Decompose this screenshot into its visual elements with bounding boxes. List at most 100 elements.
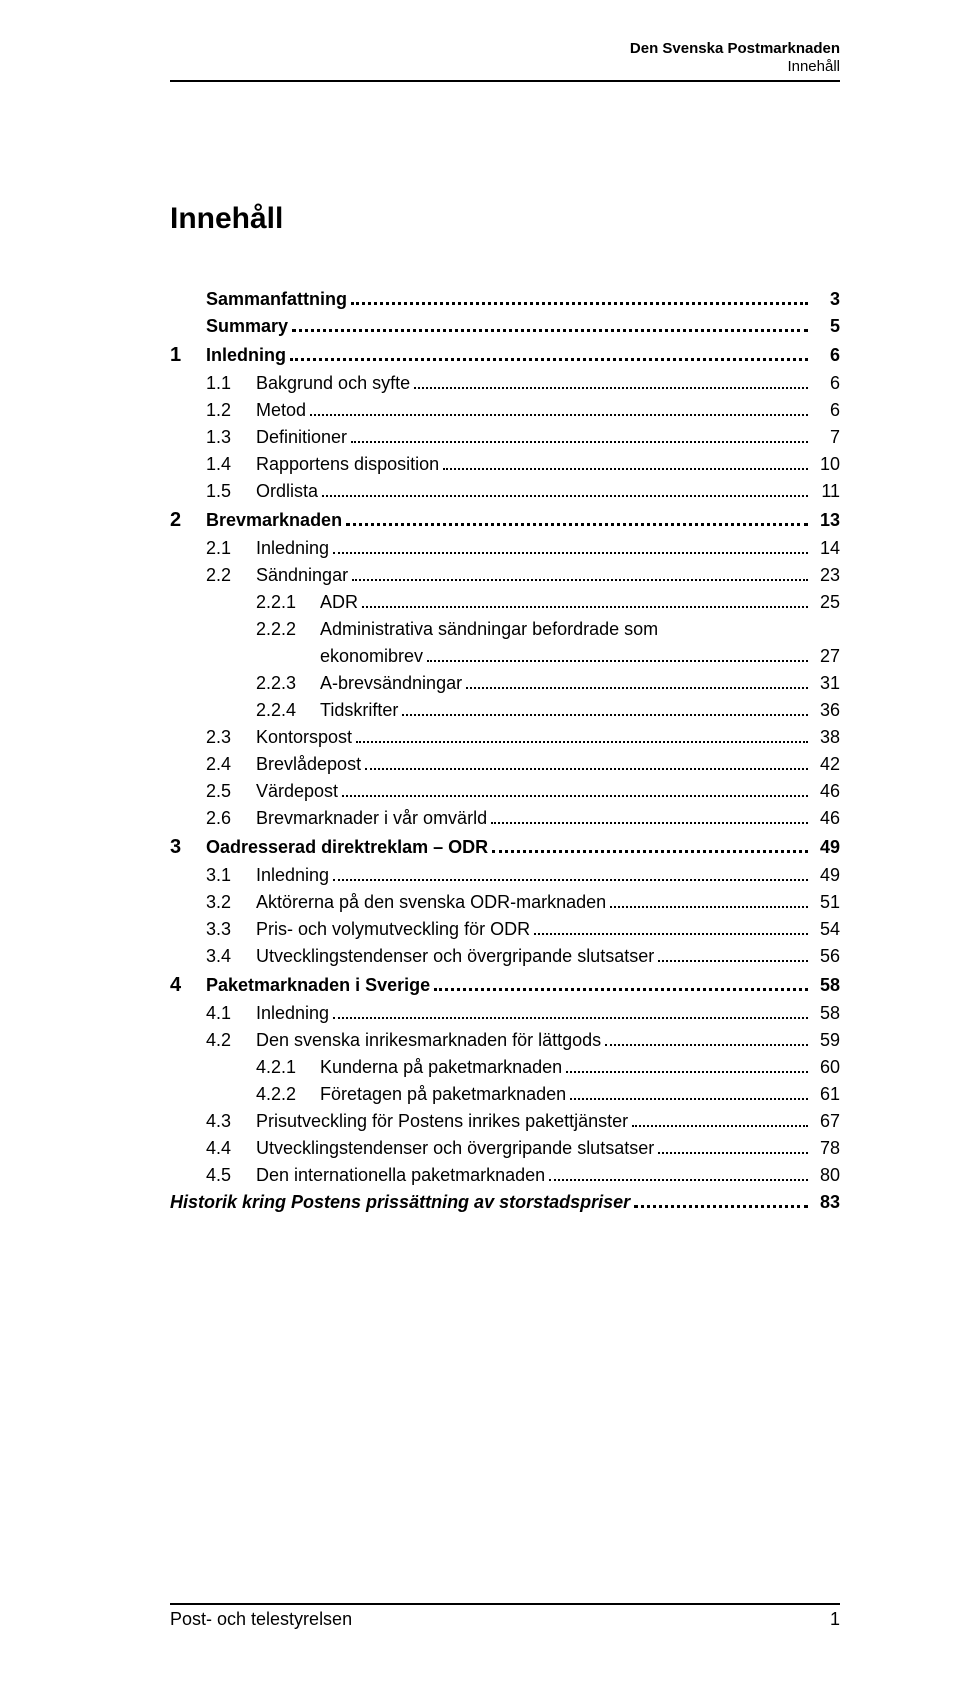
- toc-section-number: 2.1: [206, 535, 256, 562]
- toc-page: 83: [812, 1189, 840, 1216]
- toc-page: 11: [812, 478, 840, 505]
- toc-subsection-number: 2.2.2: [256, 616, 320, 643]
- toc-leader: [356, 741, 808, 743]
- toc-leader: [549, 1179, 808, 1181]
- toc-section-number: 3.4: [206, 943, 256, 970]
- toc-row-italic: Historik kring Postens prissättning av s…: [170, 1189, 840, 1216]
- toc-label: Pris- och volymutveckling för ODR: [256, 916, 530, 943]
- toc-leader: [610, 906, 808, 908]
- toc-page: 58: [812, 1000, 840, 1027]
- toc-leader: [290, 358, 808, 361]
- toc-label: Summary: [206, 313, 288, 340]
- footer-rule: [170, 1603, 840, 1605]
- toc-leader: [658, 960, 808, 962]
- toc-page: 49: [812, 834, 840, 861]
- toc-row-top: 1Inledning6: [170, 340, 840, 370]
- toc-leader: [402, 714, 808, 716]
- toc-leader: [605, 1044, 808, 1046]
- toc-page: 36: [812, 697, 840, 724]
- toc-row-sub: 2.1Inledning 14: [170, 535, 840, 562]
- toc-row-sub: 4.3Prisutveckling för Postens inrikes pa…: [170, 1108, 840, 1135]
- toc-leader: [333, 879, 808, 881]
- toc-row-sub: 4.1Inledning58: [170, 1000, 840, 1027]
- toc-row-sub: 4.5Den internationella paketmarknaden80: [170, 1162, 840, 1189]
- toc-row-sub: 1.2Metod6: [170, 397, 840, 424]
- toc-label: Administrativa sändningar befordrade som: [320, 616, 658, 643]
- toc-row-subsub: 4.2.1Kunderna på paketmarknaden60: [170, 1054, 840, 1081]
- toc-label: Metod: [256, 397, 306, 424]
- toc-label: Definitioner: [256, 424, 347, 451]
- toc-section-number: 2.6: [206, 805, 256, 832]
- toc-leader: [492, 850, 808, 853]
- toc-label: Prisutveckling för Postens inrikes paket…: [256, 1108, 628, 1135]
- toc-label: Den internationella paketmarknaden: [256, 1162, 545, 1189]
- toc-label: Kunderna på paketmarknaden: [320, 1054, 562, 1081]
- toc-leader: [333, 552, 808, 554]
- toc-page: 6: [812, 370, 840, 397]
- toc-page: 46: [812, 778, 840, 805]
- toc-row-sub: 2.4Brevlådepost42: [170, 751, 840, 778]
- toc-label: Sändningar: [256, 562, 348, 589]
- toc-page: 6: [812, 342, 840, 369]
- toc-label: Brevmarknaden: [206, 507, 342, 534]
- toc-row-sub: 2.5Värdepost46: [170, 778, 840, 805]
- toc-page: 7: [812, 424, 840, 451]
- toc-leader: [310, 414, 808, 416]
- toc-row-subsub: 2.2.2Administrativa sändningar befordrad…: [170, 616, 840, 643]
- toc-leader: [566, 1071, 808, 1073]
- toc-leader: [632, 1125, 808, 1127]
- toc-leader: [466, 687, 808, 689]
- toc-leader: [352, 579, 808, 581]
- toc-label: Värdepost: [256, 778, 338, 805]
- toc-section-number: 1.5: [206, 478, 256, 505]
- toc-chapter-number: 2: [170, 505, 206, 535]
- toc-leader: [570, 1098, 808, 1100]
- toc-subsection-number: 2.2.3: [256, 670, 320, 697]
- toc-leader: [491, 822, 808, 824]
- page-footer: Post- och telestyrelsen 1: [170, 1603, 840, 1630]
- toc-page: 31: [812, 670, 840, 697]
- toc-section-number: 2.2: [206, 562, 256, 589]
- toc-page: 14: [812, 535, 840, 562]
- header-title: Den Svenska Postmarknaden: [170, 40, 840, 58]
- toc-leader: [414, 387, 808, 389]
- toc-page: 61: [812, 1081, 840, 1108]
- toc-subsection-number: 4.2.2: [256, 1081, 320, 1108]
- toc-label: ADR: [320, 589, 358, 616]
- toc-label: Ordlista: [256, 478, 318, 505]
- toc-row-top: Sammanfattning3: [170, 286, 840, 313]
- toc-row-top: 2Brevmarknaden 13: [170, 505, 840, 535]
- toc-page: 56: [812, 943, 840, 970]
- toc-leader: [434, 988, 808, 991]
- toc-label: A-brevsändningar: [320, 670, 462, 697]
- toc-page: 46: [812, 805, 840, 832]
- toc-row-sub: 2.2Sändningar 23: [170, 562, 840, 589]
- toc-section-number: 1.4: [206, 451, 256, 478]
- toc-leader: [365, 768, 808, 770]
- toc-leader: [333, 1017, 808, 1019]
- toc-page: 23: [812, 562, 840, 589]
- toc-section-number: 2.4: [206, 751, 256, 778]
- toc-label: Inledning: [256, 535, 329, 562]
- toc-label: Brevmarknader i vår omvärld: [256, 805, 487, 832]
- toc-leader: [534, 933, 808, 935]
- toc-section-number: 4.3: [206, 1108, 256, 1135]
- toc-page: 49: [812, 862, 840, 889]
- toc-section-number: 4.2: [206, 1027, 256, 1054]
- toc-row-sub: 3.2Aktörerna på den svenska ODR-marknade…: [170, 889, 840, 916]
- toc-label: Utvecklingstendenser och övergripande sl…: [256, 1135, 654, 1162]
- page-title: Innehåll: [170, 202, 840, 236]
- toc-page: 10: [812, 451, 840, 478]
- toc-section-number: 4.4: [206, 1135, 256, 1162]
- toc-label: Bakgrund och syfte: [256, 370, 410, 397]
- toc-subsection-number: 2.2.4: [256, 697, 320, 724]
- toc-page: 59: [812, 1027, 840, 1054]
- toc-row-subsub-cont: ekonomibrev27: [170, 643, 840, 670]
- table-of-contents: Sammanfattning3Summary51Inledning61.1Bak…: [170, 286, 840, 1216]
- toc-page: 13: [812, 507, 840, 534]
- toc-label: ekonomibrev: [320, 643, 423, 670]
- toc-row-sub: 4.2Den svenska inrikesmarknaden för lätt…: [170, 1027, 840, 1054]
- toc-label: Rapportens disposition: [256, 451, 439, 478]
- toc-row-sub: 3.1Inledning49: [170, 862, 840, 889]
- toc-page: 58: [812, 972, 840, 999]
